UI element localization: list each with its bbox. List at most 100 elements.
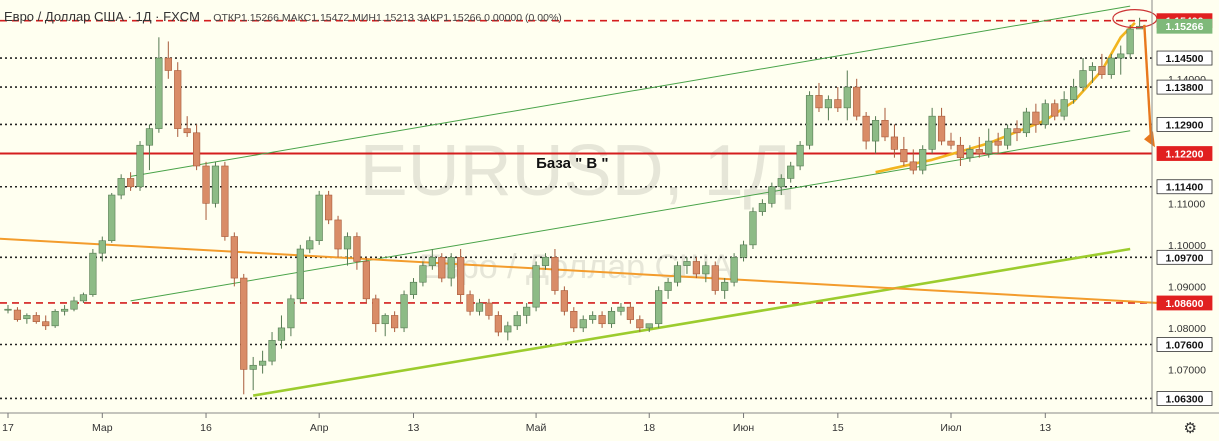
candle-body-117 [1107,57,1115,75]
candle-77 [730,253,738,287]
candle-body-30 [287,298,295,329]
candle-12 [117,174,125,200]
candle-19 [183,116,191,137]
candle-body-27 [259,360,267,366]
candle-body-23 [221,165,229,237]
candle-16 [155,37,163,133]
candle-body-81 [768,186,776,204]
candle-body-25 [240,277,248,370]
candle-82 [777,174,785,196]
candle-body-3 [32,315,40,322]
candle-body-87 [824,99,833,109]
candle-38 [362,257,370,303]
candle-body-32 [306,240,314,250]
candle-body-106 [1003,128,1012,146]
x-tick-label-7: Июн [733,422,754,434]
y-tick-label-4: 1.08000 [1168,323,1206,335]
candle-body-115 [1088,66,1097,71]
y-tick-label-1: 1.11000 [1168,198,1205,210]
candle-46 [438,253,446,283]
price-label-2: 1.14500 [1166,53,1204,65]
watermark-symbol: EURUSD, 1Д [360,131,793,211]
candle-body-45 [428,257,436,266]
candle-body-103 [975,149,983,154]
candle-body-62 [589,315,597,320]
candle-47 [447,253,455,287]
candle-body-7 [70,300,78,310]
candle-body-111 [1051,103,1059,117]
candle-64 [607,307,616,328]
candle-body-43 [409,281,418,295]
candle-48 [457,249,465,303]
candle-body-91 [862,115,870,142]
ohlc-values: ОТКР1.15266 МАКС1.15472 МИН1.15213 ЗАКР1… [213,12,562,24]
candle-body-67 [636,319,644,329]
price-label-8: 1.08600 [1166,298,1204,310]
candle-body-28 [268,340,276,362]
y-tick-label-3: 1.09000 [1168,281,1206,293]
price-label-box-5 [1156,146,1213,161]
price-label-9: 1.07600 [1166,340,1204,352]
candle-115 [1088,62,1097,83]
candle-87 [824,95,833,121]
candle-body-101 [956,144,965,158]
candle-24 [230,232,238,287]
candle-96 [909,149,917,175]
candle-body-95 [900,149,908,163]
price-label-box-7 [1156,249,1213,265]
candle-75 [711,261,719,295]
candle-23 [221,161,229,241]
candle-body-17 [164,57,172,71]
candle-body-66 [626,306,634,320]
candle-body-102 [966,149,974,158]
candle-7 [70,296,78,312]
candle-18 [174,62,182,137]
price-label-box-8 [1156,295,1213,311]
candle-109 [1032,103,1040,133]
candle-108 [1022,107,1031,137]
candle-118 [1117,45,1125,75]
candle-body-11 [108,194,116,242]
price-label-box-4 [1156,117,1213,132]
candle-112 [1060,91,1068,121]
candle-body-8 [79,294,88,302]
price-label-box-1 [1156,18,1213,34]
candle-body-12 [117,178,125,196]
candle-body-54 [513,315,521,327]
candle-60 [570,307,578,333]
candle-body-5 [51,310,59,327]
candle-116 [1098,53,1106,79]
candle-93 [881,107,889,142]
forecast-arrow-line [1143,24,1153,140]
price-label-box-10 [1156,391,1213,406]
candle-body-26 [249,364,257,370]
gear-icon[interactable]: ⚙ [1183,420,1197,437]
candle-body-69 [655,290,663,325]
candle-body-109 [1032,111,1040,125]
candle-26 [249,356,257,391]
candle-body-84 [796,144,804,167]
resistance-trend-line [0,237,1159,304]
candle-body-60 [570,310,578,329]
candle-body-96 [909,161,917,171]
candle-body-58 [551,257,559,291]
candle-54 [513,311,521,330]
candle-body-118 [1117,53,1125,59]
candle-1 [13,307,22,322]
candle-body-73 [692,261,700,275]
candle-body-70 [664,281,672,291]
x-tick-label-10: 13 [1039,422,1051,434]
candle-body-104 [985,140,993,154]
candle-4 [42,315,50,330]
candle-body-24 [230,236,238,279]
candle-body-52 [494,315,502,333]
candle-body-80 [758,203,766,212]
candle-body-116 [1098,66,1106,75]
upper-channel-line [130,5,1131,177]
candle-34 [325,190,333,225]
candle-63 [598,311,606,328]
candle-6 [60,305,69,316]
candle-97 [919,145,927,175]
